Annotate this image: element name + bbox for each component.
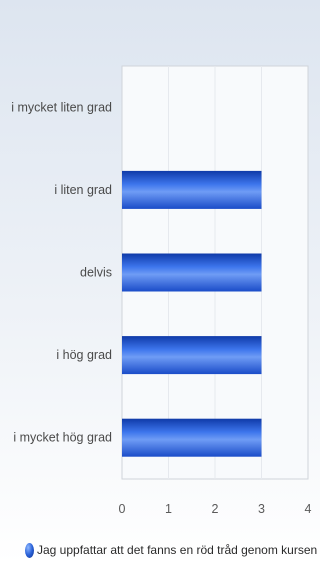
bar [122,418,262,457]
bars [122,170,262,457]
x-axis-tick-labels: 0 1 2 3 4 [119,502,312,516]
legend: Jag uppfattar att det fanns en röd tråd … [25,542,320,558]
x-tick-label: 1 [165,502,172,516]
category-label: i mycket hög grad [13,431,112,445]
bar [122,336,262,375]
category-label: delvis [80,266,112,280]
x-tick-label: 4 [305,502,312,516]
category-label: i hög grad [56,348,112,362]
category-label: i mycket liten grad [11,100,112,114]
bar [122,253,262,292]
x-tick-label: 0 [119,502,126,516]
x-tick-label: 2 [212,502,219,516]
category-labels: i mycket liten grad i liten grad delvis i h… [11,100,112,444]
x-tick-label: 3 [258,502,265,516]
legend-swatch [25,542,34,558]
legend-label: Jag uppfattar att det fanns en röd tråd … [37,543,320,557]
bar [122,170,262,209]
category-label: i liten grad [54,183,112,197]
